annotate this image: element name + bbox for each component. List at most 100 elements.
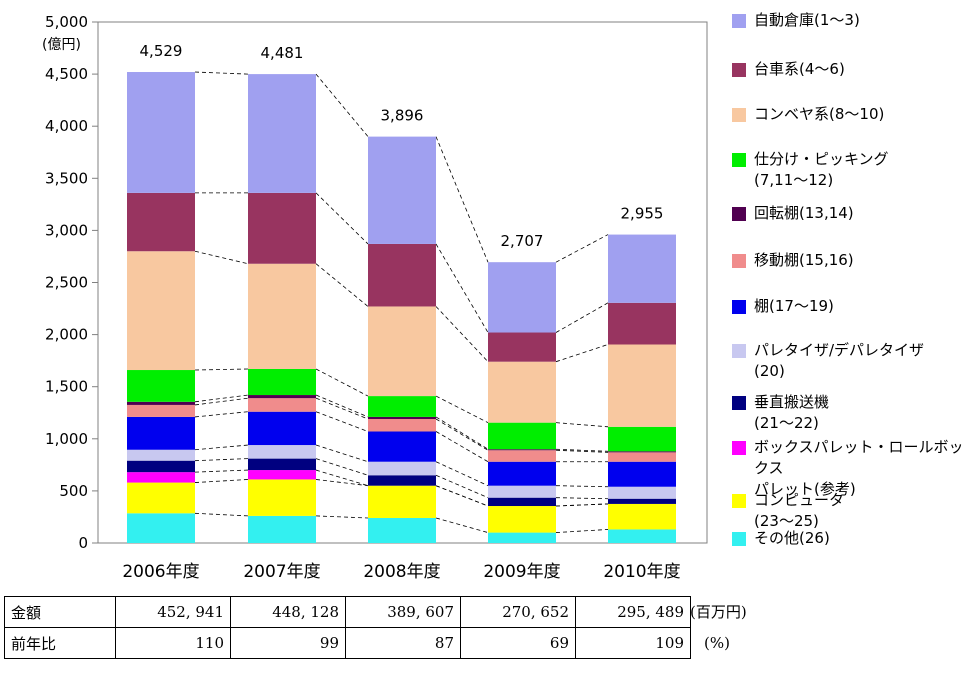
- connector-line: [194, 397, 249, 406]
- bar-segment: [248, 515, 316, 543]
- bar-segment: [608, 452, 676, 462]
- bar-segment: [488, 361, 556, 423]
- bar-segment: [127, 472, 195, 483]
- bar-segment: [127, 416, 195, 450]
- total-labels: 4,529 4,481 3,896 2,707 2,955: [140, 42, 664, 250]
- legend-item: 移動棚(15,16): [732, 250, 854, 271]
- connector-line: [194, 458, 249, 462]
- legend-label: 移動棚(15,16): [754, 251, 854, 269]
- legend-label: 台車系(4～6): [754, 60, 845, 78]
- x-tick-label: 2010年度: [603, 562, 680, 582]
- bar-segment: [608, 234, 676, 303]
- bar-segment: [127, 460, 195, 473]
- connector-line: [555, 497, 609, 500]
- connector-line: [194, 394, 249, 403]
- connector-line: [315, 444, 369, 463]
- connector-line: [315, 368, 369, 397]
- bar-segment: [127, 72, 195, 193]
- legend-swatch: [732, 494, 746, 508]
- bar-segment: [127, 404, 195, 417]
- y-tick-label: 2,000: [45, 326, 88, 344]
- connector-line: [194, 512, 249, 517]
- connector-line: [555, 449, 609, 453]
- legend-swatch: [732, 441, 746, 455]
- legend-item: その他(26): [732, 528, 830, 549]
- legend-swatch: [732, 63, 746, 77]
- connector-line: [435, 395, 489, 424]
- total-label: 4,481: [261, 44, 304, 62]
- connector-line: [315, 469, 369, 487]
- connector-line: [194, 411, 249, 418]
- bar-segment: [368, 396, 436, 417]
- yoy-unit: (%): [704, 634, 730, 652]
- legend-item: ボックスパレット・ロールボックス パレット(参考): [732, 437, 972, 500]
- connector-line: [315, 394, 369, 418]
- legend-swatch: [732, 14, 746, 28]
- connector-line: [435, 474, 489, 499]
- legend-label: パレタイザ/デパレタイザ (20): [754, 341, 925, 380]
- legend-swatch: [732, 153, 746, 167]
- connector-line: [555, 529, 609, 533]
- x-tick-label: 2008年度: [363, 562, 440, 582]
- connector-line: [315, 411, 369, 432]
- bar-segment: [608, 498, 676, 504]
- bar-segment: [368, 485, 436, 518]
- legend-label: コンピュータ (23～25): [754, 491, 845, 530]
- y-axis: 0 500 1,000 1,500 2,000 2,500 3,000 3,500 4,000 4…: [45, 13, 98, 552]
- connector-line: [194, 250, 249, 265]
- table-cell: 389, 607: [345, 596, 461, 628]
- connector-line: [315, 192, 369, 245]
- bar-segment: [368, 243, 436, 307]
- legend-swatch: [732, 254, 746, 268]
- bar-segment: [608, 461, 676, 487]
- connector-line: [435, 517, 489, 533]
- connector-line: [435, 136, 489, 263]
- total-label: 4,529: [140, 42, 183, 60]
- legend-item: 自動倉庫(1～3): [732, 10, 860, 31]
- bar-segment: [127, 370, 195, 402]
- bar-segment: [488, 506, 556, 533]
- bar-segment: [368, 136, 436, 244]
- connector-line: [435, 431, 489, 463]
- bar-segment: [127, 513, 195, 543]
- bar-segment: [488, 449, 556, 451]
- y-tick-label: 0: [78, 534, 88, 552]
- bar-segment: [488, 497, 556, 507]
- table-cell: 448, 128: [230, 596, 346, 628]
- bar-segment: [488, 262, 556, 333]
- bar-segment: [248, 192, 316, 264]
- connector-line: [315, 479, 369, 487]
- bar-segment: [368, 431, 436, 462]
- bar-segment: [248, 470, 316, 480]
- table-cell: 87: [345, 627, 461, 659]
- table-row-amount: 金額 452, 941 448, 128 389, 607 270, 652 2…: [4, 596, 691, 628]
- y-tick-label: 1,000: [45, 430, 88, 448]
- legend-label: 仕分け・ピッキング (7,11～12): [754, 150, 889, 189]
- connector-lines: [194, 71, 609, 533]
- legend-swatch: [732, 344, 746, 358]
- bar-segment: [368, 475, 436, 486]
- connector-line: [555, 344, 609, 363]
- connector-line: [555, 422, 609, 428]
- bar-segment: [608, 426, 676, 452]
- connector-line: [315, 263, 369, 307]
- bar-segment: [248, 263, 316, 369]
- connector-line: [194, 479, 249, 483]
- legend-label: 棚(17～19): [754, 297, 834, 315]
- legend-label: その他(26): [754, 529, 830, 547]
- x-tick-label: 2006年度: [122, 562, 199, 582]
- amount-unit: (百万円): [690, 603, 747, 621]
- legend-label: ボックスパレット・ロールボックス パレット(参考): [754, 438, 964, 498]
- connector-line: [315, 515, 369, 519]
- table-cell: 452, 941: [115, 596, 231, 628]
- bar-segment: [608, 486, 676, 499]
- bar-segment: [488, 332, 556, 362]
- bar-segment: [488, 450, 556, 462]
- bar-segment: [127, 482, 195, 514]
- x-axis: 2006年度 2007年度 2008年度 2009年度 2010年度: [122, 562, 680, 582]
- legend-swatch: [732, 300, 746, 314]
- connector-line: [555, 448, 609, 452]
- bar-segment: [127, 192, 195, 252]
- bar-segment: [248, 398, 316, 412]
- y-tick-label: 500: [59, 482, 88, 500]
